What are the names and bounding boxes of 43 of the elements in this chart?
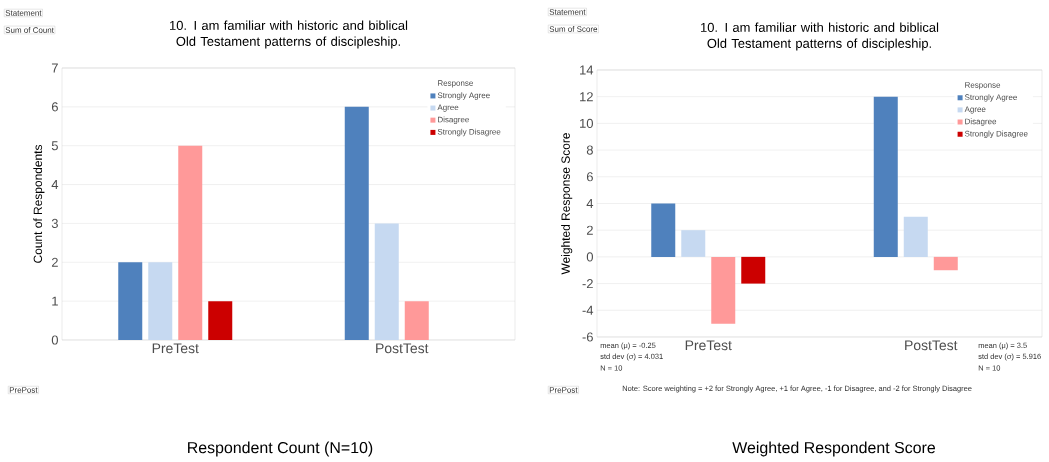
bar <box>651 203 676 257</box>
bar <box>903 216 928 257</box>
y-tick-label: 2 <box>586 225 593 235</box>
y-tick-label: 0 <box>586 252 593 262</box>
chart-title: 10. I am familiar with historic and biblical Old Testament patterns of discipleship. <box>170 20 408 49</box>
bar <box>344 106 369 340</box>
y-tick-label: 3 <box>51 218 58 228</box>
bar <box>711 256 736 324</box>
y-tick-label: 5 <box>51 141 58 151</box>
y-tick-label: -2 <box>582 279 593 289</box>
bar <box>148 262 173 340</box>
bar <box>374 223 399 340</box>
y-tick-label: 2 <box>51 257 58 267</box>
bar <box>118 262 143 340</box>
y-tick-label: 0 <box>51 335 58 345</box>
bar <box>208 301 233 340</box>
y-axis-title: Count of Respondents <box>33 144 45 263</box>
y-tick-label: 8 <box>586 145 593 155</box>
y-tick-label: 7 <box>51 63 58 73</box>
x-tick-label: PostTest <box>376 343 429 354</box>
y-tick-label: -4 <box>582 305 594 315</box>
y-tick-label: 4 <box>51 180 59 190</box>
y-tick-label: 12 <box>580 92 593 102</box>
bar <box>933 256 958 271</box>
text: Respondent Count (N=10) <box>188 441 373 457</box>
y-axis-title: Weighted Response Score <box>561 133 573 275</box>
bar <box>404 301 429 340</box>
bar <box>178 145 203 340</box>
x-tick-label: PreTest <box>152 343 199 354</box>
y-tick-label: -6 <box>582 332 593 342</box>
bar <box>741 256 766 284</box>
y-tick-label: 10 <box>580 118 593 128</box>
y-tick-label: 6 <box>51 102 58 112</box>
y-tick-label: 1 <box>52 296 58 306</box>
bar <box>681 230 706 257</box>
bar <box>873 96 898 257</box>
text: Weighted Respondent Score <box>732 441 936 457</box>
y-tick-label: 6 <box>586 172 593 182</box>
y-tick-label: 14 <box>580 65 594 75</box>
y-tick-label: 4 <box>586 199 594 208</box>
chart-title: 10. I am familiar with historic and biblical Old Testament patterns of discipleship. <box>701 22 939 51</box>
x-tick-label: PreTest <box>685 340 732 351</box>
x-tick-label: PostTest <box>905 340 958 351</box>
